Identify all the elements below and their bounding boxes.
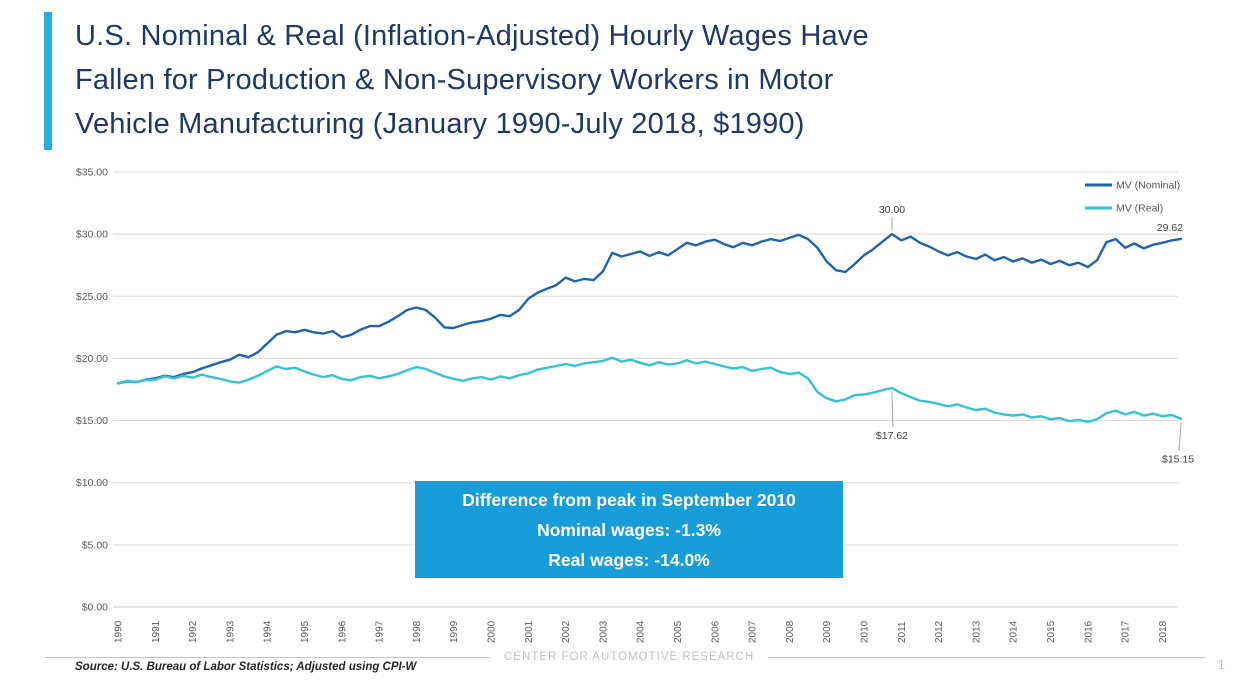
footer: CENTER FOR AUTOMOTIVE RESEARCH bbox=[45, 650, 1205, 664]
svg-text:2017: 2017 bbox=[1121, 620, 1132, 643]
svg-text:1997: 1997 bbox=[375, 620, 386, 643]
page-title-line-1: U.S. Nominal & Real (Inflation-Adjusted)… bbox=[75, 20, 869, 52]
svg-text:1998: 1998 bbox=[412, 620, 423, 643]
annotation-label: 30.00 bbox=[879, 204, 905, 216]
svg-text:$20.00: $20.00 bbox=[76, 353, 108, 365]
footer-rule-left bbox=[45, 656, 490, 658]
annotation-callout-line bbox=[1178, 422, 1182, 451]
difference-callout-box: Difference from peak in September 2010 N… bbox=[415, 481, 843, 578]
footer-brand: CENTER FOR AUTOMOTIVE RESEARCH bbox=[504, 651, 755, 663]
footer-rule-right bbox=[768, 656, 1205, 658]
callout-nominal-change: Nominal wages: -1.3% bbox=[537, 519, 721, 540]
legend-label: MV (Nominal) bbox=[1116, 180, 1180, 192]
annotation-callout-line bbox=[891, 391, 894, 428]
y-axis-labels: $0.00 $5.00 $10.00 $15.00 $20.00 $25.00 $30.00… bbox=[76, 166, 108, 613]
svg-text:1990: 1990 bbox=[114, 620, 125, 643]
page-title-line-3: Vehicle Manufacturing (January 1990-July… bbox=[75, 108, 805, 140]
svg-text:2003: 2003 bbox=[598, 620, 609, 643]
page-title: U.S. Nominal & Real (Inflation-Adjusted)… bbox=[75, 14, 1155, 146]
svg-text:2015: 2015 bbox=[1046, 620, 1057, 643]
svg-text:1995: 1995 bbox=[300, 620, 311, 643]
svg-text:1996: 1996 bbox=[337, 620, 348, 643]
svg-text:$30.00: $30.00 bbox=[76, 229, 108, 241]
svg-text:2009: 2009 bbox=[822, 620, 833, 643]
page-number: 1 bbox=[1217, 657, 1225, 672]
svg-text:2011: 2011 bbox=[897, 621, 908, 643]
data-annotations: 30.00 29.62 $17.62 $15.15 bbox=[876, 204, 1194, 466]
callout-real-change: Real wages: -14.0% bbox=[548, 549, 710, 570]
svg-text:$35.00: $35.00 bbox=[76, 166, 108, 178]
source-note: Source: U.S. Bureau of Labor Statistics;… bbox=[75, 661, 417, 673]
legend-item-mv-nominal: MV (Nominal) bbox=[1085, 180, 1180, 192]
svg-text:$10.00: $10.00 bbox=[76, 477, 108, 489]
svg-text:2001: 2001 bbox=[524, 620, 535, 643]
svg-text:2004: 2004 bbox=[636, 620, 647, 643]
svg-text:2006: 2006 bbox=[710, 620, 721, 643]
svg-text:2013: 2013 bbox=[971, 620, 982, 643]
annotation-label: $15.15 bbox=[1162, 454, 1194, 466]
svg-text:2007: 2007 bbox=[748, 620, 759, 643]
svg-text:$15.00: $15.00 bbox=[76, 415, 108, 427]
annotation-label: 29.62 bbox=[1157, 222, 1183, 234]
svg-text:2010: 2010 bbox=[860, 620, 871, 643]
svg-text:$0.00: $0.00 bbox=[82, 602, 108, 614]
annotation-label: $17.62 bbox=[876, 430, 908, 442]
legend: MV (Nominal) MV (Real) bbox=[1085, 180, 1180, 215]
svg-text:1999: 1999 bbox=[449, 620, 460, 643]
real-wage-line bbox=[116, 356, 1183, 423]
x-axis-labels: 1990 1991 1992 1993 1994 1995 1996 1997 1998 1999… bbox=[114, 620, 1169, 643]
page-title-line-2: Fallen for Production & Non-Supervisory … bbox=[75, 64, 834, 96]
svg-text:1991: 1991 bbox=[151, 620, 162, 643]
svg-text:2002: 2002 bbox=[561, 620, 572, 643]
svg-text:2014: 2014 bbox=[1009, 620, 1020, 643]
title-accent-bar bbox=[44, 12, 52, 150]
svg-text:2018: 2018 bbox=[1158, 620, 1169, 643]
legend-label: MV (Real) bbox=[1116, 203, 1163, 215]
callout-heading: Difference from peak in September 2010 bbox=[462, 489, 796, 510]
svg-text:2008: 2008 bbox=[785, 620, 796, 643]
svg-text:$25.00: $25.00 bbox=[76, 291, 108, 303]
wage-line-chart: $0.00 $5.00 $10.00 $15.00 $20.00 $25.00 $30.00… bbox=[0, 165, 1233, 650]
svg-text:2005: 2005 bbox=[673, 620, 684, 643]
chart-canvas: $0.00 $5.00 $10.00 $15.00 $20.00 $25.00 $30.00… bbox=[76, 166, 1194, 643]
legend-item-mv-real: MV (Real) bbox=[1085, 203, 1163, 215]
svg-text:1993: 1993 bbox=[225, 620, 236, 643]
svg-text:2016: 2016 bbox=[1083, 620, 1094, 643]
nominal-wage-line bbox=[116, 232, 1183, 385]
svg-text:2012: 2012 bbox=[934, 620, 945, 643]
svg-text:$5.00: $5.00 bbox=[82, 539, 108, 551]
svg-text:1994: 1994 bbox=[263, 620, 274, 643]
svg-text:1992: 1992 bbox=[188, 620, 199, 643]
svg-text:2000: 2000 bbox=[487, 620, 498, 643]
